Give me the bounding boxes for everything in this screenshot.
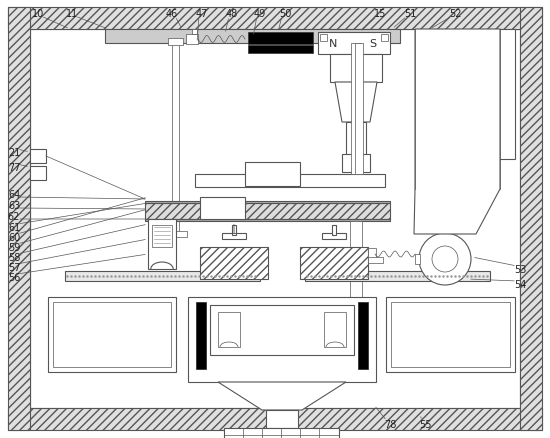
Bar (200, 247, 268, 279)
Text: 47: 47 (196, 9, 208, 19)
Bar (495, 30, 515, 159)
Bar (245, 162, 300, 187)
Bar (222, 233, 246, 240)
Bar (8, 408, 542, 430)
Bar (248, 46, 313, 54)
Bar (415, 254, 420, 265)
Polygon shape (335, 83, 377, 123)
Text: ⊥: ⊥ (228, 223, 240, 237)
Bar (148, 219, 176, 269)
Bar (266, 410, 298, 428)
Bar (192, 30, 197, 35)
Text: 78: 78 (384, 419, 396, 429)
Bar (391, 302, 510, 367)
Bar (195, 175, 385, 187)
Text: 54: 54 (514, 279, 526, 290)
Bar (172, 44, 179, 234)
Bar (386, 297, 515, 372)
Bar (145, 204, 390, 219)
Polygon shape (218, 382, 346, 410)
Bar (218, 312, 240, 347)
Bar (324, 312, 346, 347)
Bar (381, 35, 388, 42)
Bar (186, 35, 198, 45)
Bar (145, 201, 390, 204)
Bar (105, 30, 400, 44)
Circle shape (419, 233, 471, 285)
Bar (145, 219, 390, 222)
Text: 51: 51 (404, 9, 416, 19)
Text: N: N (329, 39, 337, 49)
Bar (350, 222, 362, 306)
Bar (368, 248, 376, 261)
Bar (30, 166, 46, 180)
Text: 15: 15 (374, 9, 386, 19)
Bar (48, 297, 176, 372)
Bar (318, 33, 390, 55)
Bar (152, 226, 172, 247)
Bar (200, 198, 245, 219)
Circle shape (432, 247, 458, 272)
Polygon shape (414, 30, 500, 234)
Bar (300, 247, 368, 279)
Bar (351, 44, 361, 175)
Bar (210, 305, 354, 355)
Text: 11: 11 (66, 9, 78, 19)
Bar (346, 123, 366, 158)
Bar (358, 302, 368, 369)
Text: 55: 55 (419, 419, 431, 429)
Text: 57: 57 (8, 262, 20, 272)
Bar (332, 226, 336, 236)
Text: 48: 48 (226, 9, 238, 19)
Bar (188, 297, 376, 382)
Bar (164, 231, 187, 237)
Text: 50: 50 (279, 9, 291, 19)
Text: 63: 63 (8, 201, 20, 211)
Bar (30, 30, 520, 408)
Bar (196, 302, 206, 369)
Text: 58: 58 (8, 252, 20, 262)
Bar (355, 44, 363, 175)
Text: 56: 56 (8, 272, 20, 283)
Text: 46: 46 (166, 9, 178, 19)
Text: 49: 49 (254, 9, 266, 19)
Bar (65, 272, 260, 281)
Text: 53: 53 (514, 265, 526, 274)
Text: 64: 64 (8, 190, 20, 200)
Bar (8, 8, 542, 30)
Bar (342, 155, 370, 173)
Bar (168, 39, 183, 46)
Text: 52: 52 (449, 9, 461, 19)
Text: 61: 61 (8, 223, 20, 233)
Bar (322, 233, 346, 240)
Text: 77: 77 (8, 162, 20, 173)
Bar (232, 226, 236, 236)
Bar (305, 272, 490, 281)
Bar (8, 8, 30, 430)
Text: 10: 10 (32, 9, 44, 19)
Bar (53, 302, 171, 367)
Bar (224, 428, 339, 438)
Bar (520, 8, 542, 430)
Text: 62: 62 (8, 212, 20, 222)
Bar (30, 150, 46, 164)
Text: 60: 60 (8, 233, 20, 243)
Bar (368, 258, 383, 263)
Bar (320, 35, 327, 42)
Text: S: S (370, 39, 377, 49)
Bar (330, 55, 382, 83)
Text: 59: 59 (8, 243, 20, 252)
Text: 21: 21 (8, 148, 20, 158)
Bar (248, 33, 313, 45)
